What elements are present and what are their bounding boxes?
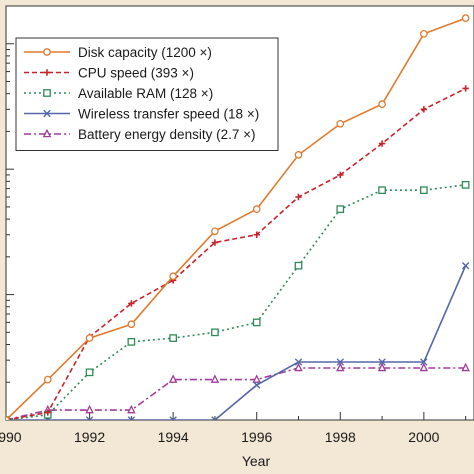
x-tick-label: 2000 (408, 429, 439, 445)
data-point (253, 381, 261, 389)
data-point (211, 328, 219, 337)
legend-entry: Battery energy density (2.7 ×) (24, 127, 255, 142)
data-point (462, 85, 469, 92)
data-point (211, 416, 219, 420)
data-point (44, 409, 51, 416)
x-tick-label: 1994 (158, 429, 189, 445)
data-point (336, 358, 344, 366)
legend-label: CPU speed (393 ×) (78, 66, 194, 81)
data-point (378, 140, 386, 147)
legend-label: Battery energy density (2.7 ×) (78, 127, 255, 142)
data-point (461, 261, 470, 270)
legend-box (15, 37, 279, 151)
data-point (169, 272, 177, 281)
data-point (211, 227, 219, 236)
data-point (85, 404, 94, 414)
data-point (85, 416, 94, 420)
data-point (336, 205, 345, 213)
data-point (294, 362, 303, 372)
data-point (127, 416, 136, 420)
data-point (461, 14, 470, 23)
legend-label: Wireless transfer speed (18 ×) (78, 107, 259, 122)
data-point (295, 193, 302, 201)
data-point (127, 404, 136, 414)
series-0 (6, 14, 470, 420)
data-point (294, 358, 303, 366)
legend-entry: Available RAM (128 ×) (24, 86, 213, 101)
data-point (337, 171, 344, 179)
data-point (169, 334, 177, 342)
data-point (294, 261, 303, 270)
legend-marker (43, 48, 51, 56)
legend: Disk capacity (1200 ×) CPU speed (393 ×) A… (15, 37, 279, 151)
x-axis-ticks: 1990 1992 1994 1996 1998 2000 (0, 412, 467, 445)
legend-entry: Wireless transfer speed (18 ×) (24, 107, 259, 122)
data-point (6, 416, 10, 420)
data-point (127, 337, 136, 346)
data-point (336, 362, 345, 372)
legend-marker (42, 128, 52, 138)
x-axis-title: Year (242, 453, 271, 469)
data-point (336, 119, 345, 128)
data-point (294, 151, 303, 159)
data-point (168, 374, 178, 383)
legend-entry: Disk capacity (1200 ×) (24, 45, 212, 60)
series-3 (6, 261, 470, 420)
data-point (211, 239, 219, 246)
data-point (169, 416, 177, 420)
data-point (378, 100, 386, 108)
data-point (420, 186, 428, 195)
data-point (420, 358, 428, 366)
data-point (85, 368, 94, 377)
data-point (127, 320, 136, 329)
data-point (85, 334, 94, 342)
legend-entry: CPU speed (393 ×) (24, 66, 194, 81)
data-point (420, 29, 428, 38)
legend-marker (43, 69, 51, 76)
x-tick-label: 1996 (241, 429, 272, 445)
legend-label: Disk capacity (1200 ×) (78, 45, 212, 60)
y-axis-ticks (6, 5, 14, 421)
legend-marker (43, 109, 51, 118)
data-point (43, 375, 52, 384)
series-layer (6, 14, 470, 420)
data-point (252, 374, 261, 383)
data-point (419, 362, 429, 372)
series-line (6, 265, 467, 420)
data-point (252, 318, 261, 327)
legend-marker (43, 89, 51, 97)
series-4 (6, 362, 470, 420)
data-point (420, 106, 428, 113)
series-line (6, 367, 466, 420)
x-tick-label: 1992 (74, 429, 105, 445)
series-line (6, 17, 466, 420)
series-line (6, 184, 466, 420)
series-line (6, 87, 466, 420)
data-point (252, 205, 261, 213)
data-point (378, 186, 386, 195)
data-point (378, 358, 386, 366)
data-point (461, 180, 470, 189)
x-tick-label: 1998 (325, 429, 356, 445)
data-point (210, 374, 220, 383)
legend-label: Available RAM (128 ×) (78, 86, 213, 101)
data-point (128, 300, 135, 307)
data-point (377, 362, 387, 372)
x-tick-label: 1990 (0, 429, 22, 445)
data-point (461, 362, 470, 372)
data-point (253, 231, 260, 238)
